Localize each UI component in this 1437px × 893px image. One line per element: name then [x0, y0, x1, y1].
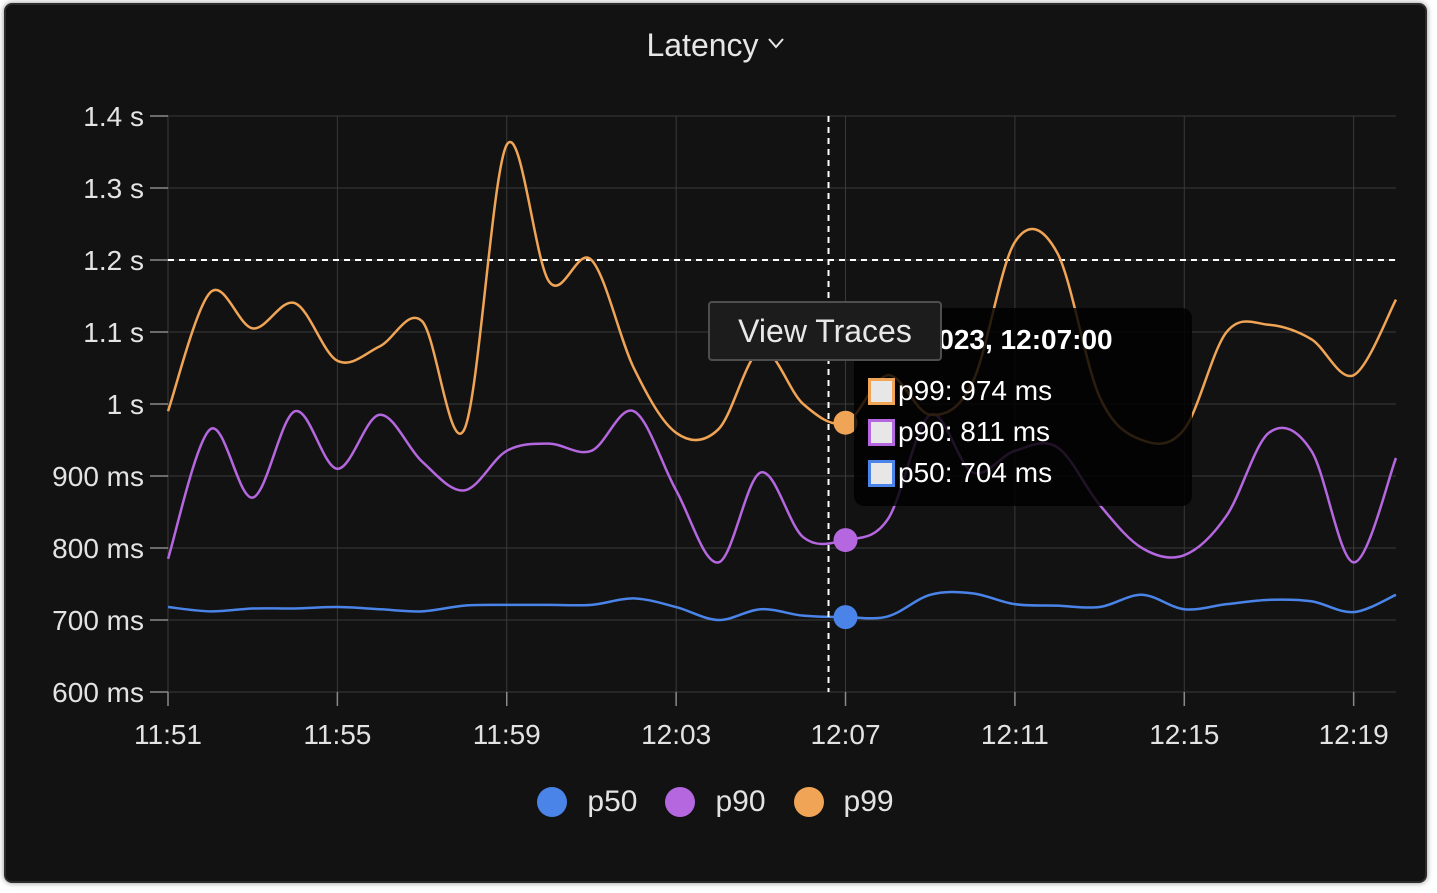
y-tick-label: 800 ms — [52, 533, 144, 564]
y-tick-label: 1.4 s — [83, 101, 144, 132]
series-line-p50 — [167, 590, 1397, 622]
legend-item-p50[interactable]: p50 — [537, 785, 637, 819]
legend-dot-p90 — [665, 787, 696, 817]
tooltip-swatch-p50 — [868, 459, 895, 487]
x-tick-label: 12:07 — [810, 719, 880, 750]
hover-point-p50 — [833, 605, 858, 630]
panel-title: Latency — [646, 27, 759, 63]
y-tick-label: 900 ms — [52, 461, 144, 492]
legend-label-p99: p99 — [843, 785, 894, 818]
y-tick-label: 1.2 s — [83, 245, 144, 276]
tooltip-text-p90: p90: 811 ms — [898, 416, 1051, 447]
x-tick-label: 11:51 — [134, 719, 202, 750]
latency-line-chart[interactable]: 1.4 s 1.3 s 1.2 s 1.1 s 1 s 900 ms 800 ms 700 m… — [6, 5, 1427, 883]
x-tick-label: 12:15 — [1149, 719, 1219, 750]
x-axis-ticks: 11:51 11:55 11:59 12:03 12:07 12:11 12:15 12:19 — [134, 692, 1389, 750]
x-tick-label: 11:59 — [473, 719, 541, 750]
tooltip-row-p50: p50: 704 ms — [868, 457, 1052, 489]
x-tick-label: 11:55 — [303, 719, 371, 750]
tooltip-swatch-p90 — [868, 418, 895, 446]
y-tick-label: 600 ms — [52, 677, 144, 708]
hover-point-p90 — [833, 528, 858, 553]
x-tick-label: 12:03 — [641, 719, 711, 750]
tooltip-swatch-p99 — [868, 377, 895, 405]
series-line-p99 — [166, 140, 1398, 445]
legend-item-p99[interactable]: p99 — [793, 785, 894, 819]
legend-item-p90[interactable]: p90 — [665, 785, 766, 819]
y-tick-label: 700 ms — [52, 605, 144, 636]
tooltip-text-p50: p50: 704 ms — [898, 457, 1053, 488]
hover-crosshair — [827, 116, 858, 692]
chevron-down-icon — [767, 38, 784, 49]
panel-title-dropdown[interactable]: Latency — [6, 27, 1425, 64]
legend-label-p90: p90 — [715, 785, 766, 818]
y-tick-label: 1 s — [107, 389, 144, 420]
y-tick-label: 1.3 s — [83, 173, 144, 204]
legend-label-p50: p50 — [587, 785, 638, 818]
latency-panel: Latency 1.4 s 1.3 s 1.2 s 1.1 s 1 s 900 ms 800… — [4, 3, 1427, 883]
tooltip-row-p99: p99: 974 ms — [868, 375, 1052, 407]
y-tick-label: 1.1 s — [83, 317, 144, 348]
view-traces-button[interactable]: View Traces — [708, 301, 942, 361]
legend-dot-p50 — [537, 787, 568, 817]
x-tick-label: 12:11 — [981, 719, 1049, 750]
x-tick-label: 12:19 — [1319, 719, 1389, 750]
series-line-p90 — [166, 409, 1398, 564]
hover-point-p99 — [833, 410, 858, 435]
tooltip-row-p90: p90: 811 ms — [868, 416, 1050, 448]
tooltip-text-p99: p99: 974 ms — [898, 375, 1053, 406]
chart-legend: p50 p90 p99 — [6, 785, 1425, 819]
legend-dot-p99 — [793, 787, 824, 817]
y-axis-ticks: 1.4 s 1.3 s 1.2 s 1.1 s 1 s 900 ms 800 ms 700 m… — [52, 101, 168, 708]
